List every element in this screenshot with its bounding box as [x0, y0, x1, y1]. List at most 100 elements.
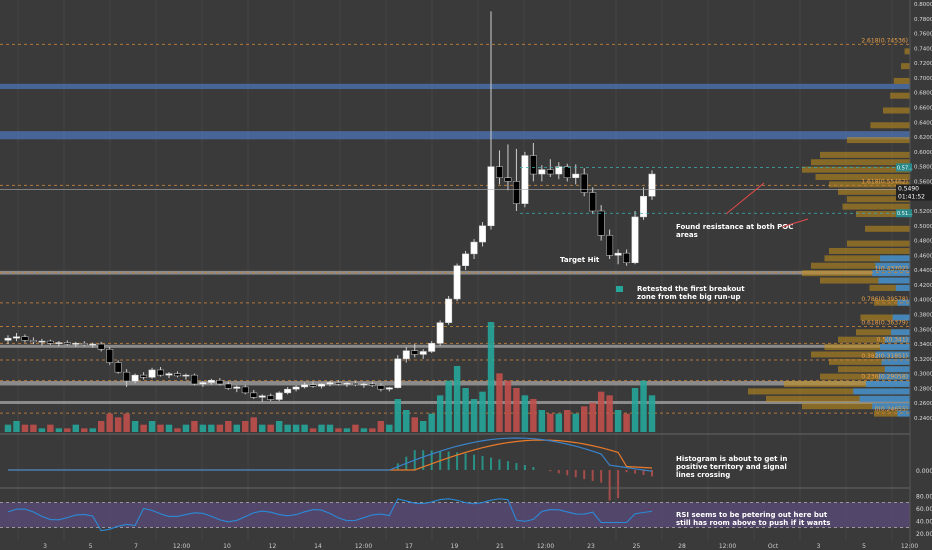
candle-body: [546, 169, 554, 175]
profile-bar: [766, 395, 910, 402]
volume-bar: [106, 413, 113, 432]
candle-body: [21, 336, 29, 341]
profile-bar: [901, 63, 910, 70]
profile-bar: [829, 181, 910, 188]
volume-bar: [267, 424, 274, 432]
candle-body: [123, 371, 131, 382]
resistance-arrow-lower: [781, 218, 809, 228]
macd-histogram-bar: [608, 470, 611, 501]
volume-bar: [275, 421, 283, 432]
profile-bar: [784, 381, 910, 388]
volume-bar: [343, 428, 351, 432]
candle-body: [445, 298, 453, 323]
price-tag-label: 0.57...: [897, 165, 913, 171]
candle-body: [623, 252, 631, 263]
fib-label: 0.236(0.29058): [861, 374, 908, 381]
volume-bar: [606, 395, 613, 432]
candle-body: [436, 322, 444, 344]
price-tag-box: [896, 209, 912, 218]
profile-bar-blue: [895, 284, 910, 291]
profile-bar: [838, 188, 910, 195]
profile-bar: [856, 329, 910, 336]
fibonacci-levels: 2.618(0.74536) 1.618(0.55462) 1(0.43702) 0.…: [0, 37, 910, 414]
candle-body: [190, 374, 198, 385]
volume-bar: [318, 424, 325, 432]
price-tag-label: 0.51...: [897, 211, 913, 217]
profile-bar-blue: [897, 299, 910, 306]
macd-histogram-bar: [523, 465, 526, 470]
profile-bar: [802, 403, 910, 410]
fib-label: 1.618(0.55462): [861, 178, 908, 185]
profile-bar: [890, 92, 910, 99]
profile-bar: [904, 48, 910, 55]
volume-bar: [462, 388, 469, 432]
last-price-tag: [896, 184, 932, 201]
volume-bar: [572, 413, 579, 432]
candle-body: [233, 386, 241, 389]
candle-body: [496, 166, 503, 178]
fib-label: 0.618(0.36379): [861, 319, 908, 326]
volume-bar: [326, 424, 334, 432]
macd-histogram-bar: [473, 454, 476, 470]
zone-band: [0, 83, 910, 90]
volume-bar: [81, 428, 88, 432]
candle-body: [301, 384, 309, 388]
profile-bar: [815, 174, 910, 181]
time-tick-label: 3: [817, 543, 821, 550]
countdown-value: 01:41:52: [898, 194, 925, 201]
candle-body: [258, 395, 266, 398]
volume-bar: [504, 380, 512, 432]
profile-bar: [869, 284, 910, 291]
volume-bar: [648, 395, 656, 432]
candlesticks: [4, 11, 656, 402]
volume-bar: [47, 424, 54, 432]
candle-body: [275, 392, 283, 400]
annotation-resistance: Found resistance at both POC: [676, 223, 793, 231]
time-tick-label: 10: [223, 543, 231, 550]
candle-body: [402, 350, 410, 360]
macd-histogram-bar: [422, 450, 425, 470]
volume-bar: [335, 428, 342, 432]
zone-band: [0, 131, 910, 140]
time-tick-label: 12:00: [355, 543, 372, 550]
candle-body: [182, 374, 190, 377]
macd-histogram-bar: [642, 470, 645, 475]
volume-bar: [445, 380, 452, 432]
candle-body: [318, 383, 325, 387]
profile-bar: [820, 151, 910, 158]
profile-bar-blue: [880, 255, 910, 262]
macd-histogram-bar: [574, 470, 577, 478]
candle-body: [385, 387, 393, 390]
volume-bar: [250, 417, 257, 432]
candle-body: [55, 342, 63, 344]
annotation-resistance: areas: [676, 231, 698, 239]
candle-body: [411, 350, 419, 355]
macd-histogram-bar: [634, 470, 637, 474]
candle-body: [250, 392, 258, 398]
candle-body: [555, 166, 563, 175]
profile-bar: [893, 77, 910, 84]
candle-body: [631, 216, 639, 264]
volume-bar: [38, 428, 46, 432]
candle-body: [648, 173, 656, 197]
candle-body: [89, 343, 97, 346]
rsi-band: [0, 502, 910, 528]
time-tick-label: 19: [451, 543, 459, 550]
macd-histogram-bar: [430, 450, 433, 470]
volume-bar: [114, 417, 122, 432]
candle-body: [216, 380, 224, 385]
candle-body: [529, 155, 537, 175]
volume-bar: [89, 428, 96, 432]
volume-bar: [547, 413, 554, 432]
volume-bar: [640, 380, 647, 432]
